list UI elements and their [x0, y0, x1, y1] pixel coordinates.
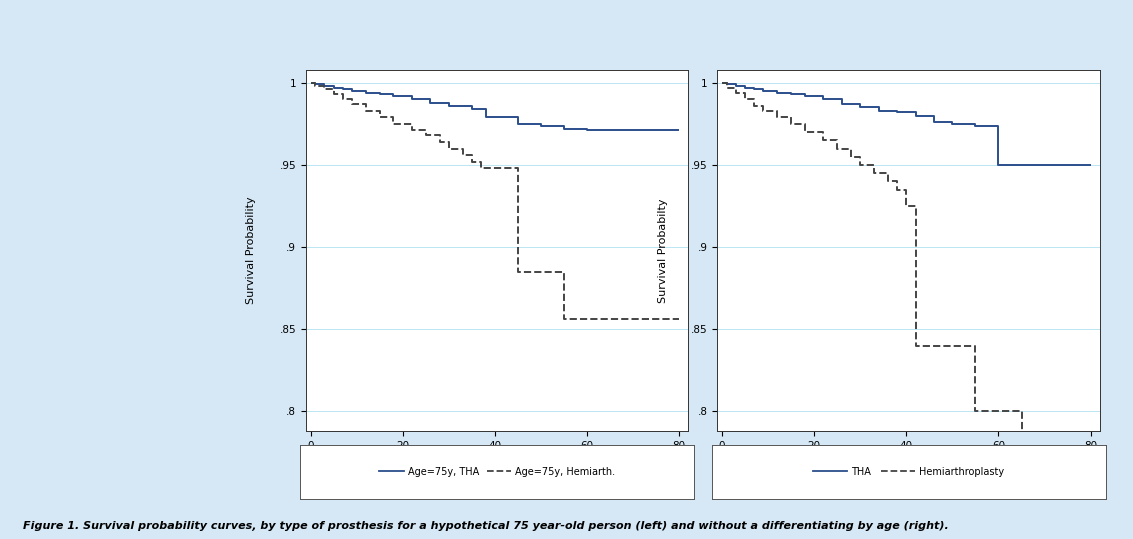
- Legend: THA, Hemiarthroplasty: THA, Hemiarthroplasty: [809, 463, 1008, 480]
- Y-axis label: Survival Probability: Survival Probability: [246, 197, 256, 304]
- Text: Figure 1. Survival probability curves, by type of prosthesis for a hypothetical : Figure 1. Survival probability curves, b…: [23, 521, 948, 531]
- Y-axis label: Survival Probabilty: Survival Probabilty: [657, 198, 667, 303]
- Legend: Age=75y, THA, Age=75y, Hemiarth.: Age=75y, THA, Age=75y, Hemiarth.: [375, 463, 619, 480]
- X-axis label: Time (months): Time (months): [454, 455, 540, 468]
- X-axis label: Time (months): Time (months): [866, 455, 952, 468]
